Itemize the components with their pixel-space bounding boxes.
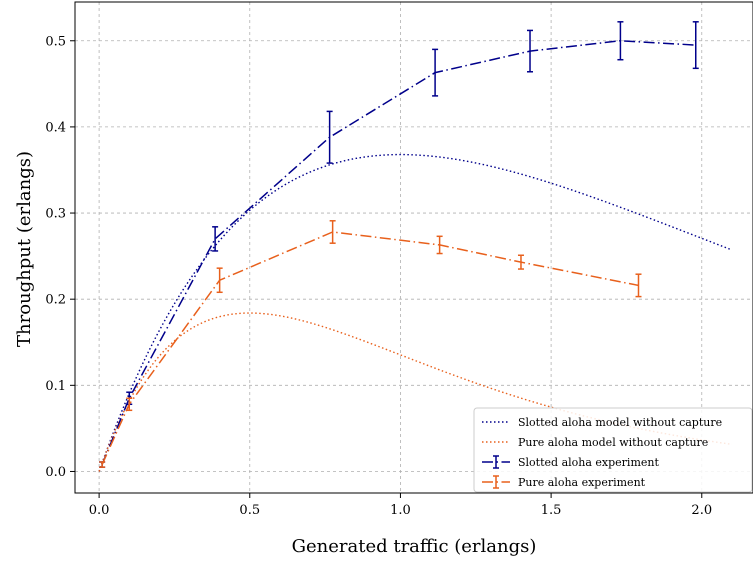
y-tick-label: 0.4 bbox=[45, 120, 66, 135]
x-axis-title: Generated traffic (erlangs) bbox=[292, 536, 537, 557]
legend-label: Slotted aloha model without capture bbox=[518, 416, 722, 429]
legend-label: Slotted aloha experiment bbox=[518, 456, 659, 469]
pure-aloha-experiment-point bbox=[635, 273, 642, 298]
slotted-aloha-experiment-point bbox=[326, 110, 333, 164]
y-tick-label: 0.1 bbox=[45, 379, 66, 394]
slotted-aloha-experiment-point bbox=[212, 226, 219, 252]
legend-item-pure-aloha-experiment: Pure aloha experiment bbox=[482, 475, 646, 489]
slotted-aloha-experiment-point bbox=[692, 21, 699, 70]
legend: Slotted aloha model without capture Pure … bbox=[473, 407, 753, 493]
slotted-aloha-experiment-line bbox=[101, 40, 696, 465]
legend-item-slotted-aloha-experiment: Slotted aloha experiment bbox=[482, 455, 659, 469]
x-tick-label: 1.0 bbox=[390, 503, 411, 518]
pure-aloha-experiment-point bbox=[329, 220, 336, 244]
pure-aloha-experiment-point bbox=[216, 267, 223, 294]
slotted-aloha-experiment-point bbox=[432, 48, 439, 97]
pure-aloha-experiment-point bbox=[436, 235, 443, 255]
legend-label: Pure aloha model without capture bbox=[518, 436, 708, 449]
x-tick-label: 1.5 bbox=[541, 503, 562, 518]
ticks: 0.0 0.5 1.0 1.5 2.0 0.0 0.1 0.2 0.3 0.4 0.5 bbox=[45, 34, 712, 518]
pure-aloha-experiment-point bbox=[99, 461, 106, 468]
pure-aloha-experiment-point bbox=[126, 397, 133, 412]
legend-box bbox=[473, 407, 753, 493]
pure-aloha-experiment-point bbox=[517, 254, 524, 270]
y-tick-label: 0.3 bbox=[45, 207, 66, 222]
y-axis-title: Throughput (erlangs) bbox=[14, 151, 35, 347]
slotted-aloha-experiment-point bbox=[617, 21, 624, 61]
x-tick-label: 2.0 bbox=[691, 503, 712, 518]
x-tick-label: 0.5 bbox=[239, 503, 260, 518]
legend-label: Pure aloha experiment bbox=[518, 476, 646, 489]
y-tick-label: 0.5 bbox=[45, 34, 66, 49]
plot-frame bbox=[74, 1, 753, 494]
slotted-aloha-model-without-capture-line bbox=[98, 153, 733, 472]
slotted-aloha-experiment-point bbox=[527, 29, 534, 73]
legend-item-slotted-aloha-model-without-capture: Slotted aloha model without capture bbox=[482, 416, 722, 429]
y-tick-label: 0.0 bbox=[45, 465, 66, 480]
x-tick-label: 0.0 bbox=[89, 503, 110, 518]
legend-item-pure-aloha-model-without-capture: Pure aloha model without capture bbox=[482, 436, 708, 449]
y-tick-label: 0.2 bbox=[45, 293, 66, 308]
